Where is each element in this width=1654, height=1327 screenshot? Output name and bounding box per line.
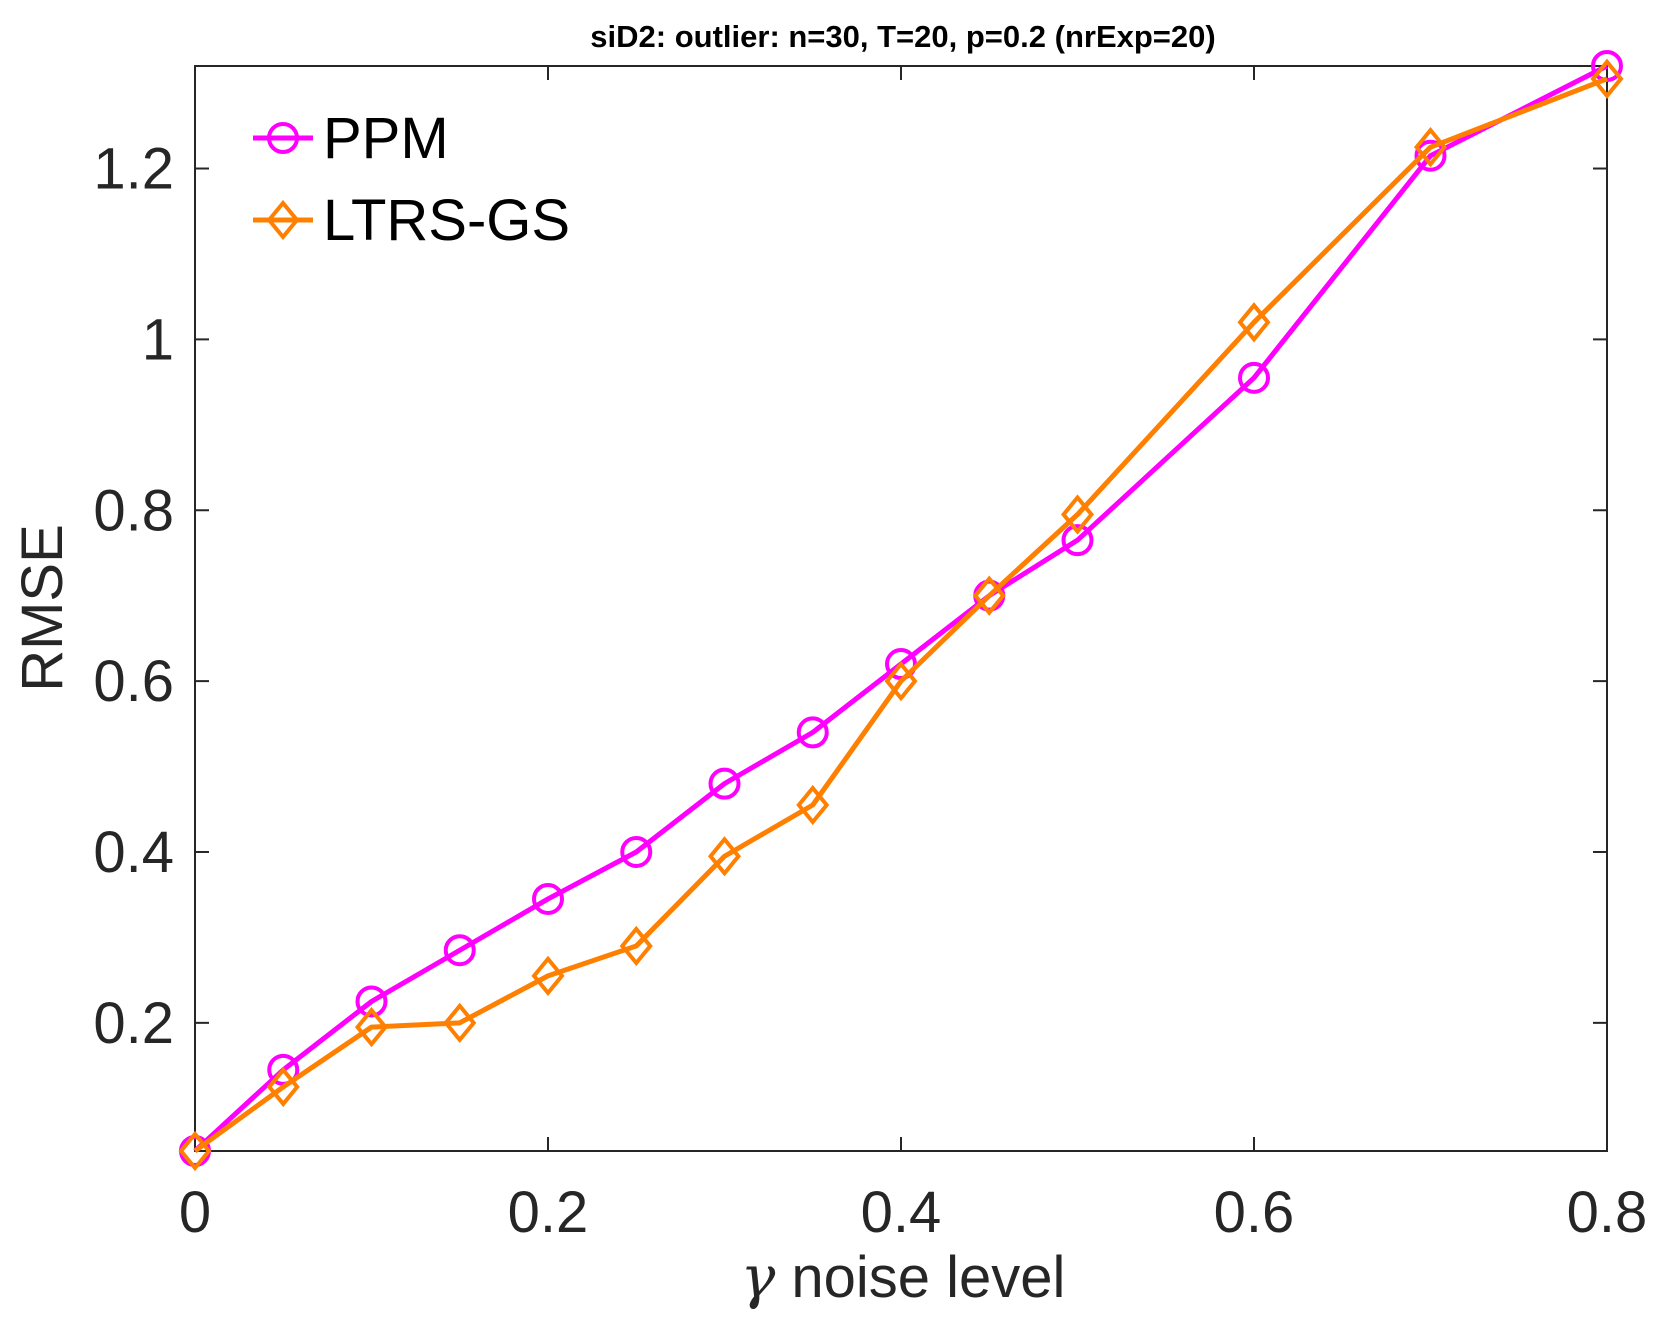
legend-swatch-marker — [266, 199, 300, 241]
x-axis: 0 0.2 0.4 0.6 0.8 — [179, 66, 1647, 1245]
y-tick-label: 0.2 — [93, 991, 174, 1056]
x-axis-title: γ noise level — [741, 1243, 1066, 1311]
data-point-ppm — [267, 1053, 300, 1086]
data-point-ppm — [1414, 139, 1447, 172]
data-point-ltrs-gs — [1237, 302, 1271, 343]
y-axis-title: RMSE — [10, 524, 75, 692]
chart-title: siD2: outlier: n=30, T=20, p=0.2 (nrExp=… — [590, 19, 1215, 54]
y-tick-label: 1 — [142, 307, 174, 372]
legend: PPM LTRS-GS — [253, 106, 570, 253]
legend-item-ltrs-gs: LTRS-GS — [253, 188, 570, 253]
data-point-ppm — [796, 716, 829, 749]
y-axis: 0.2 0.4 0.6 0.8 1 1.2 — [93, 137, 1607, 1056]
data-point-ltrs-gs — [178, 1130, 212, 1172]
data-point-ltrs-gs — [1060, 494, 1095, 535]
x-tick-label: 0.6 — [1214, 1180, 1295, 1245]
series-ltrs-gs — [178, 58, 1624, 1172]
data-point-ltrs-gs — [884, 660, 918, 702]
series-layer — [178, 50, 1624, 1172]
legend-item-ppm: PPM — [253, 106, 449, 171]
y-tick-label: 0.4 — [93, 820, 174, 885]
data-point-ltrs-gs — [266, 1066, 300, 1108]
x-axis-label: noise level — [791, 1245, 1065, 1310]
legend-label: LTRS-GS — [323, 188, 570, 253]
legend-swatch-marker — [267, 122, 299, 154]
data-point-ltrs-gs — [354, 1006, 389, 1048]
legend-label: PPM — [323, 106, 449, 171]
data-point-ltrs-gs — [707, 836, 742, 877]
data-point-ppm — [355, 985, 388, 1018]
data-point-ltrs-gs — [531, 955, 565, 997]
data-point-ppm — [620, 835, 653, 868]
data-point-ppm — [443, 934, 476, 967]
series-ppm — [179, 50, 1623, 1167]
x-tick-label: 0.2 — [508, 1180, 589, 1245]
x-tick-label: 0.4 — [861, 1180, 942, 1245]
x-tick-label: 0 — [179, 1180, 211, 1245]
data-point-ltrs-gs — [972, 575, 1006, 616]
data-point-ltrs-gs — [443, 1002, 477, 1044]
data-point-ltrs-gs — [796, 784, 830, 826]
data-point-ppm — [1238, 361, 1270, 394]
data-point-ltrs-gs — [1590, 58, 1624, 99]
x-tick-label: 0.8 — [1567, 1180, 1648, 1245]
x-axis-symbol: γ — [741, 1243, 776, 1311]
data-point-ppm — [708, 767, 741, 800]
y-tick-label: 0.8 — [93, 478, 174, 543]
data-point-ppm — [532, 882, 564, 915]
data-point-ppm — [1061, 524, 1094, 557]
data-point-ltrs-gs — [1413, 127, 1448, 168]
data-point-ltrs-gs — [619, 925, 653, 967]
y-tick-label: 0.6 — [93, 649, 174, 714]
series-line-ppm — [193, 63, 1609, 1153]
y-tick-label: 1.2 — [93, 137, 174, 202]
